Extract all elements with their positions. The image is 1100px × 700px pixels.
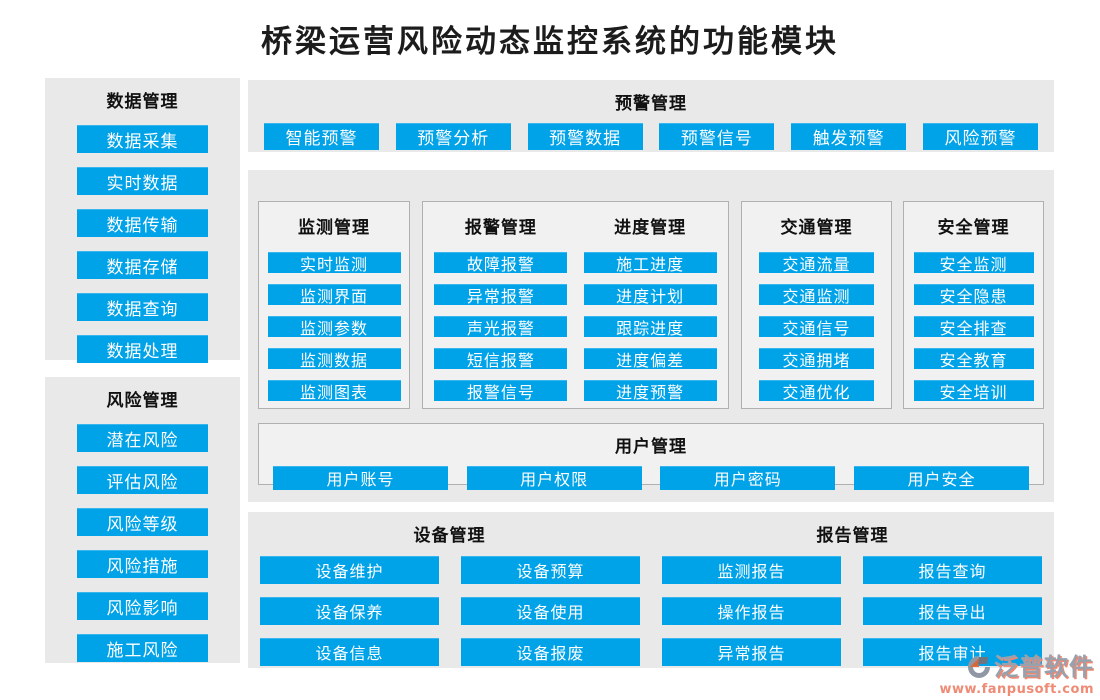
box-progress-title: 进度管理 — [614, 218, 687, 238]
panel-data-management: 数据管理 数据采集 实时数据 数据传输 数据存储 数据查询 数据处理 — [45, 78, 240, 363]
module-button-realtime-monitoring[interactable]: 实时监测 — [267, 252, 401, 274]
box-alarm-buttons: 故障报警 异常报警 声光报警 短信报警 报警信号 — [429, 252, 572, 402]
module-button-user-permission[interactable]: 用户权限 — [466, 466, 642, 490]
module-button-user-account[interactable]: 用户账号 — [273, 466, 448, 490]
box-alarm-title: 报警管理 — [464, 218, 537, 238]
module-button-safety-training[interactable]: 安全培训 — [913, 380, 1034, 402]
module-button-equipment-upkeep[interactable]: 设备保养 — [260, 597, 439, 625]
watermark-brand: 泛普软件 — [994, 652, 1094, 681]
box-alarm-progress: 报警管理 故障报警 异常报警 声光报警 短信报警 报警信号 进度管理 施工进度 … — [422, 201, 729, 409]
box-safety-management: 安全管理 安全监测 安全隐患 安全排查 安全教育 安全培训 — [903, 201, 1044, 409]
panel-equipment-report: 设备管理 报告管理 设备维护 设备预算 监测报告 报告查询 设备保养 设备使用 … — [248, 512, 1054, 668]
watermark-url: www.fanpusoft.com — [939, 682, 1094, 697]
module-button-report-query[interactable]: 报告查询 — [863, 556, 1042, 584]
module-button-realtime-data[interactable]: 实时数据 — [77, 167, 208, 195]
module-button-equipment-maintenance[interactable]: 设备维护 — [260, 556, 439, 584]
module-button-warning-data[interactable]: 预警数据 — [527, 123, 643, 150]
module-button-fault-alarm[interactable]: 故障报警 — [434, 252, 568, 274]
module-button-traffic-signal[interactable]: 交通信号 — [759, 316, 874, 338]
module-button-safety-education[interactable]: 安全教育 — [913, 348, 1034, 370]
module-button-equipment-info[interactable]: 设备信息 — [260, 638, 439, 666]
module-button-potential-risk[interactable]: 潜在风险 — [77, 424, 208, 452]
module-button-anomaly-report[interactable]: 异常报告 — [662, 638, 841, 666]
module-button-monitoring-report[interactable]: 监测报告 — [662, 556, 841, 584]
module-button-report-audit[interactable]: 报告审计 — [863, 638, 1042, 666]
module-button-safety-monitoring[interactable]: 安全监测 — [913, 252, 1034, 274]
panel-data-management-title: 数据管理 — [106, 92, 179, 112]
module-button-traffic-congestion[interactable]: 交通拥堵 — [759, 348, 874, 370]
module-button-warning-signal[interactable]: 预警信号 — [659, 123, 775, 150]
panel-middle-group: 监测管理 实时监测 监测界面 监测参数 监测数据 监测图表 报警管理 故障报警 … — [248, 170, 1054, 502]
module-button-risk-impact[interactable]: 风险影响 — [77, 592, 208, 620]
module-button-equipment-scrap[interactable]: 设备报废 — [461, 638, 640, 666]
panel-risk-management-title: 风险管理 — [106, 391, 179, 411]
module-button-sound-light-alarm[interactable]: 声光报警 — [434, 316, 568, 338]
module-button-construction-risk[interactable]: 施工风险 — [77, 634, 208, 662]
module-button-risk-assessment[interactable]: 评估风险 — [77, 466, 208, 494]
box-progress-management: 进度管理 施工进度 进度计划 跟踪进度 进度偏差 进度预警 — [579, 202, 722, 408]
box-user-management: 用户管理 用户账号 用户权限 用户密码 用户安全 — [258, 423, 1044, 490]
module-button-traffic-monitoring[interactable]: 交通监测 — [759, 284, 874, 306]
module-button-traffic-optimization[interactable]: 交通优化 — [759, 380, 874, 402]
box-safety-buttons: 安全监测 安全隐患 安全排查 安全教育 安全培训 — [904, 252, 1043, 402]
module-button-progress-plan[interactable]: 进度计划 — [583, 284, 717, 306]
module-button-smart-warning[interactable]: 智能预警 — [264, 123, 379, 150]
module-button-equipment-usage[interactable]: 设备使用 — [461, 597, 640, 625]
module-button-sms-alarm[interactable]: 短信报警 — [434, 348, 568, 370]
module-button-monitoring-ui[interactable]: 监测界面 — [267, 284, 401, 306]
module-button-data-storage[interactable]: 数据存储 — [77, 251, 208, 279]
module-button-equipment-budget[interactable]: 设备预算 — [461, 556, 640, 584]
module-button-warning-analysis[interactable]: 预警分析 — [395, 123, 511, 150]
module-button-risk-measures[interactable]: 风险措施 — [77, 550, 208, 578]
module-button-progress-deviation[interactable]: 进度偏差 — [583, 348, 717, 370]
module-button-risk-level[interactable]: 风险等级 — [77, 508, 208, 536]
watermark: 泛普软件 www.fanpusoft.com — [939, 652, 1094, 697]
module-button-monitoring-params[interactable]: 监测参数 — [267, 316, 401, 338]
bottom-titles: 设备管理 报告管理 — [248, 512, 1054, 546]
box-safety-title: 安全管理 — [937, 218, 1010, 238]
panel-warning-management: 预警管理 智能预警 预警分析 预警数据 预警信号 触发预警 风险预警 — [248, 80, 1054, 152]
panel-risk-management-buttons: 潜在风险 评估风险 风险等级 风险措施 风险影响 施工风险 — [45, 424, 240, 662]
panel-data-management-buttons: 数据采集 实时数据 数据传输 数据存储 数据查询 数据处理 — [45, 125, 240, 363]
panel-risk-management: 风险管理 潜在风险 评估风险 风险等级 风险措施 风险影响 施工风险 — [45, 377, 240, 663]
box-traffic-management: 交通管理 交通流量 交通监测 交通信号 交通拥堵 交通优化 — [741, 201, 892, 409]
box-user-buttons: 用户账号 用户权限 用户密码 用户安全 — [259, 466, 1043, 490]
box-user-title: 用户管理 — [615, 437, 687, 457]
bottom-buttons-grid: 设备维护 设备预算 监测报告 报告查询 设备保养 设备使用 操作报告 报告导出 … — [248, 546, 1054, 666]
fanpu-logo-icon — [966, 654, 992, 680]
module-button-operation-report[interactable]: 操作报告 — [662, 597, 841, 625]
module-button-risk-warning[interactable]: 风险预警 — [922, 123, 1038, 150]
module-button-report-export[interactable]: 报告导出 — [863, 597, 1042, 625]
box-progress-buttons: 施工进度 进度计划 跟踪进度 进度偏差 进度预警 — [579, 252, 722, 402]
module-button-safety-hazard[interactable]: 安全隐患 — [913, 284, 1034, 306]
box-monitoring-buttons: 实时监测 监测界面 监测参数 监测数据 监测图表 — [259, 252, 409, 402]
module-button-data-processing[interactable]: 数据处理 — [77, 335, 208, 363]
module-button-monitoring-charts[interactable]: 监测图表 — [267, 380, 401, 402]
module-button-data-transfer[interactable]: 数据传输 — [77, 209, 208, 237]
page-title: 桥梁运营风险动态监控系统的功能模块 — [261, 24, 839, 60]
box-traffic-title: 交通管理 — [780, 218, 853, 238]
module-button-monitoring-data[interactable]: 监测数据 — [267, 348, 401, 370]
box-alarm-management: 报警管理 故障报警 异常报警 声光报警 短信报警 报警信号 — [429, 202, 572, 408]
module-button-safety-inspection[interactable]: 安全排查 — [913, 316, 1034, 338]
module-button-progress-warning[interactable]: 进度预警 — [583, 380, 717, 402]
panel-report-title: 报告管理 — [816, 526, 889, 546]
box-traffic-buttons: 交通流量 交通监测 交通信号 交通拥堵 交通优化 — [742, 252, 891, 402]
module-button-anomaly-alarm[interactable]: 异常报警 — [434, 284, 568, 306]
module-button-user-security[interactable]: 用户安全 — [853, 466, 1029, 490]
box-monitoring-title: 监测管理 — [298, 218, 370, 238]
module-button-trigger-warning[interactable]: 触发预警 — [791, 123, 907, 150]
module-button-traffic-flow[interactable]: 交通流量 — [759, 252, 874, 274]
module-button-data-collection[interactable]: 数据采集 — [77, 125, 208, 153]
panel-warning-buttons: 智能预警 预警分析 预警数据 预警信号 触发预警 风险预警 — [248, 123, 1054, 150]
box-monitoring-management: 监测管理 实时监测 监测界面 监测参数 监测数据 监测图表 — [258, 201, 410, 409]
module-button-data-query[interactable]: 数据查询 — [77, 293, 208, 321]
panel-warning-management-title: 预警管理 — [615, 94, 687, 114]
module-button-progress-tracking[interactable]: 跟踪进度 — [583, 316, 717, 338]
module-button-user-password[interactable]: 用户密码 — [660, 466, 836, 490]
module-button-construction-progress[interactable]: 施工进度 — [583, 252, 717, 274]
panel-equipment-title: 设备管理 — [413, 526, 486, 546]
module-button-alarm-signal[interactable]: 报警信号 — [434, 380, 568, 402]
